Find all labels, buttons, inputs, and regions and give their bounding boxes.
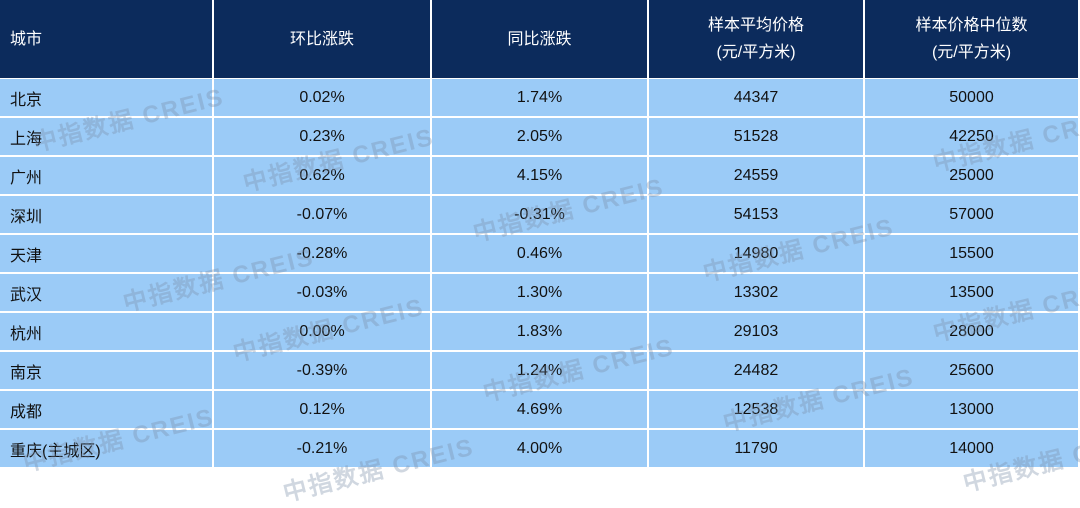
table-cell: 武汉 xyxy=(0,274,212,311)
table-cell: 14000 xyxy=(865,430,1078,467)
header-cell: 环比涨跌 xyxy=(214,0,430,78)
table-cell: 成都 xyxy=(0,391,212,428)
table-cell: 0.12% xyxy=(214,391,430,428)
header-text: 样本价格中位数 xyxy=(915,17,1028,34)
table-cell: 24559 xyxy=(649,157,863,194)
header-text: 环比涨跌 xyxy=(289,30,354,48)
table-cell: -0.28% xyxy=(214,235,430,272)
table-cell: 50000 xyxy=(865,79,1078,116)
table-cell: 杭州 xyxy=(0,313,212,350)
table-cell: 上海 xyxy=(0,118,212,155)
table-cell: -0.21% xyxy=(214,430,430,467)
table-cell: 广州 xyxy=(0,157,212,194)
table-cell: 4.69% xyxy=(432,391,647,428)
table-cell: 0.62% xyxy=(214,157,430,194)
header-text: (元/平方米) xyxy=(931,44,1012,61)
table-cell: 深圳 xyxy=(0,196,212,233)
table-cell: -0.39% xyxy=(214,352,430,389)
table-cell: 北京 xyxy=(0,79,212,116)
table-cell: 51528 xyxy=(649,118,863,155)
table-cell: 0.00% xyxy=(214,313,430,350)
table-cell: 24482 xyxy=(649,352,863,389)
table-cell: 1.83% xyxy=(432,313,647,350)
table-cell: 12538 xyxy=(649,391,863,428)
header-text: (元/平方米) xyxy=(716,44,796,61)
table-cell: 2.05% xyxy=(432,118,647,155)
table-cell: 13500 xyxy=(865,274,1078,311)
header-cell: 样本平均价格 (元/平方米) xyxy=(649,0,863,78)
table-cell: 57000 xyxy=(865,196,1078,233)
table-cell: 13302 xyxy=(649,274,863,311)
table-cell: 4.00% xyxy=(432,430,647,467)
table-cell: 14980 xyxy=(649,235,863,272)
table-cell: 11790 xyxy=(649,430,863,467)
table-cell: 0.02% xyxy=(214,79,430,116)
table-cell: 42250 xyxy=(865,118,1078,155)
table-cell: 54153 xyxy=(649,196,863,233)
header-text: 同比涨跌 xyxy=(507,30,572,48)
table-cell: 重庆(主城区) xyxy=(0,430,212,467)
table-cell: 1.30% xyxy=(432,274,647,311)
table-cell: -0.03% xyxy=(214,274,430,311)
table-cell: -0.31% xyxy=(432,196,647,233)
table-cell: 13000 xyxy=(865,391,1078,428)
table-cell: 29103 xyxy=(649,313,863,350)
header-cell: 同比涨跌 xyxy=(432,0,647,78)
header-text: 城市 xyxy=(10,30,43,48)
table-cell: 0.23% xyxy=(214,118,430,155)
table-cell: 25600 xyxy=(865,352,1078,389)
table-cell: 15500 xyxy=(865,235,1078,272)
table-cell: 天津 xyxy=(0,235,212,272)
table-cell: 25000 xyxy=(865,157,1078,194)
header-cell: 城市 xyxy=(0,0,212,78)
header-cell: 样本价格中位数 (元/平方米) xyxy=(865,0,1078,78)
table-cell: -0.07% xyxy=(214,196,430,233)
table-cell: 1.74% xyxy=(432,79,647,116)
header-text: 样本平均价格 xyxy=(707,17,804,34)
table-cell: 28000 xyxy=(865,313,1078,350)
table-cell: 1.24% xyxy=(432,352,647,389)
table-cell: 4.15% xyxy=(432,157,647,194)
table-cell: 0.46% xyxy=(432,235,647,272)
table-cell: 44347 xyxy=(649,79,863,116)
table-cell: 南京 xyxy=(0,352,212,389)
